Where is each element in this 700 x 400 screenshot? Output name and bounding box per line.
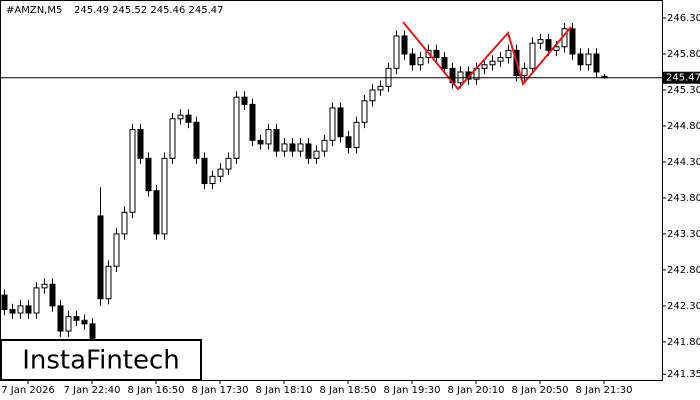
candle-body <box>361 100 368 123</box>
candle-body <box>217 168 224 177</box>
candle-body <box>417 57 424 66</box>
candle-body <box>441 57 448 69</box>
x-tick-label: 7 Jan 2026 <box>1 385 55 396</box>
y-tick-label: 241.80 <box>667 337 700 348</box>
candle-body <box>129 129 136 213</box>
y-tick-label: 244.80 <box>667 121 700 132</box>
candle-body <box>185 114 192 123</box>
candle-body <box>153 190 160 235</box>
candle-body <box>289 143 296 152</box>
candle-body <box>57 305 64 332</box>
y-tick-label: 241.35 <box>667 369 700 380</box>
candle-body <box>545 39 552 51</box>
candle-body <box>529 42 536 69</box>
candle-body <box>505 49 512 59</box>
candle-body <box>177 114 184 120</box>
y-tick-label: 243.80 <box>667 193 700 204</box>
candle-body <box>113 233 120 267</box>
logo: InstaFintech <box>22 346 180 376</box>
x-tick-label: 8 Jan 17:30 <box>192 385 249 396</box>
y-tick-label: 244.30 <box>667 157 700 168</box>
candle-body <box>25 305 32 314</box>
candle-body <box>265 129 272 145</box>
candle-body <box>321 139 328 152</box>
x-tick-label: 7 Jan 22:40 <box>64 385 121 396</box>
x-tick-label: 8 Jan 18:50 <box>320 385 377 396</box>
candle-body <box>401 35 408 55</box>
candle-body <box>305 143 312 159</box>
candle-body <box>537 39 544 44</box>
candle-body <box>225 157 232 170</box>
candle-body <box>233 96 240 159</box>
candle-body <box>585 53 592 66</box>
ohlc-text: 245.49 245.52 245.46 245.47 <box>74 5 224 16</box>
candle-body <box>81 319 88 325</box>
last-price-box <box>662 71 700 84</box>
candle-body <box>353 121 360 149</box>
y-tick-label: 245.80 <box>667 49 700 60</box>
candle-body <box>65 316 72 332</box>
y-tick-label: 242.80 <box>667 265 700 276</box>
logo-box <box>0 339 202 381</box>
candle-body <box>409 53 416 66</box>
candle-body <box>521 67 528 77</box>
x-tick-label: 8 Jan 18:10 <box>256 385 313 396</box>
candle-body <box>249 103 256 141</box>
candle-body <box>313 150 320 159</box>
candle-body <box>433 49 440 59</box>
candle-body <box>169 118 176 159</box>
candle-body <box>1 294 8 310</box>
candle-body <box>273 129 280 152</box>
candle-body <box>201 157 208 185</box>
candle-body <box>329 107 336 141</box>
candle-body <box>593 53 600 73</box>
last-price-label: 245.47 <box>666 73 700 84</box>
x-tick-label: 8 Jan 16:50 <box>128 385 185 396</box>
candle-body <box>257 139 264 145</box>
candle-body <box>497 57 504 62</box>
y-tick-label: 242.30 <box>667 301 700 312</box>
x-tick-label: 8 Jan 20:10 <box>448 385 505 396</box>
candle-body <box>281 143 288 152</box>
candle-body <box>377 85 384 91</box>
candle-body <box>121 211 128 235</box>
candle-body <box>209 175 216 185</box>
plot-frame <box>0 0 663 381</box>
candles <box>1 23 608 345</box>
candle-body <box>193 121 200 159</box>
candle-body <box>17 305 24 314</box>
candle-body <box>161 157 168 235</box>
candle-body <box>337 107 344 138</box>
candle-body <box>9 308 16 314</box>
symbol: #AMZN,M5 <box>6 5 62 16</box>
candle-body <box>369 89 376 102</box>
candle-body <box>577 53 584 66</box>
candle-body <box>145 157 152 192</box>
candle-body <box>241 96 248 105</box>
candle-body <box>393 35 400 69</box>
y-tick-label: 243.30 <box>667 229 700 240</box>
candle-body <box>105 265 112 300</box>
y-tick-label: 246.30 <box>667 13 700 24</box>
candle-body <box>137 129 144 159</box>
candle-body <box>297 143 304 152</box>
candle-body <box>97 215 104 300</box>
candle-body <box>481 64 488 69</box>
candle-body <box>345 136 352 149</box>
candle-body <box>49 283 56 307</box>
x-tick-label: 8 Jan 19:30 <box>384 385 441 396</box>
y-tick-label: 245.30 <box>667 85 700 96</box>
candle-body <box>569 28 576 55</box>
candle-body <box>33 287 40 314</box>
candle-body <box>89 323 96 339</box>
candle-body <box>41 283 48 289</box>
x-tick-label: 8 Jan 21:30 <box>576 385 633 396</box>
candle-body <box>489 60 496 66</box>
candle-body <box>73 316 80 321</box>
x-tick-label: 8 Jan 20:50 <box>512 385 569 396</box>
triple-top-pattern <box>402 21 572 91</box>
